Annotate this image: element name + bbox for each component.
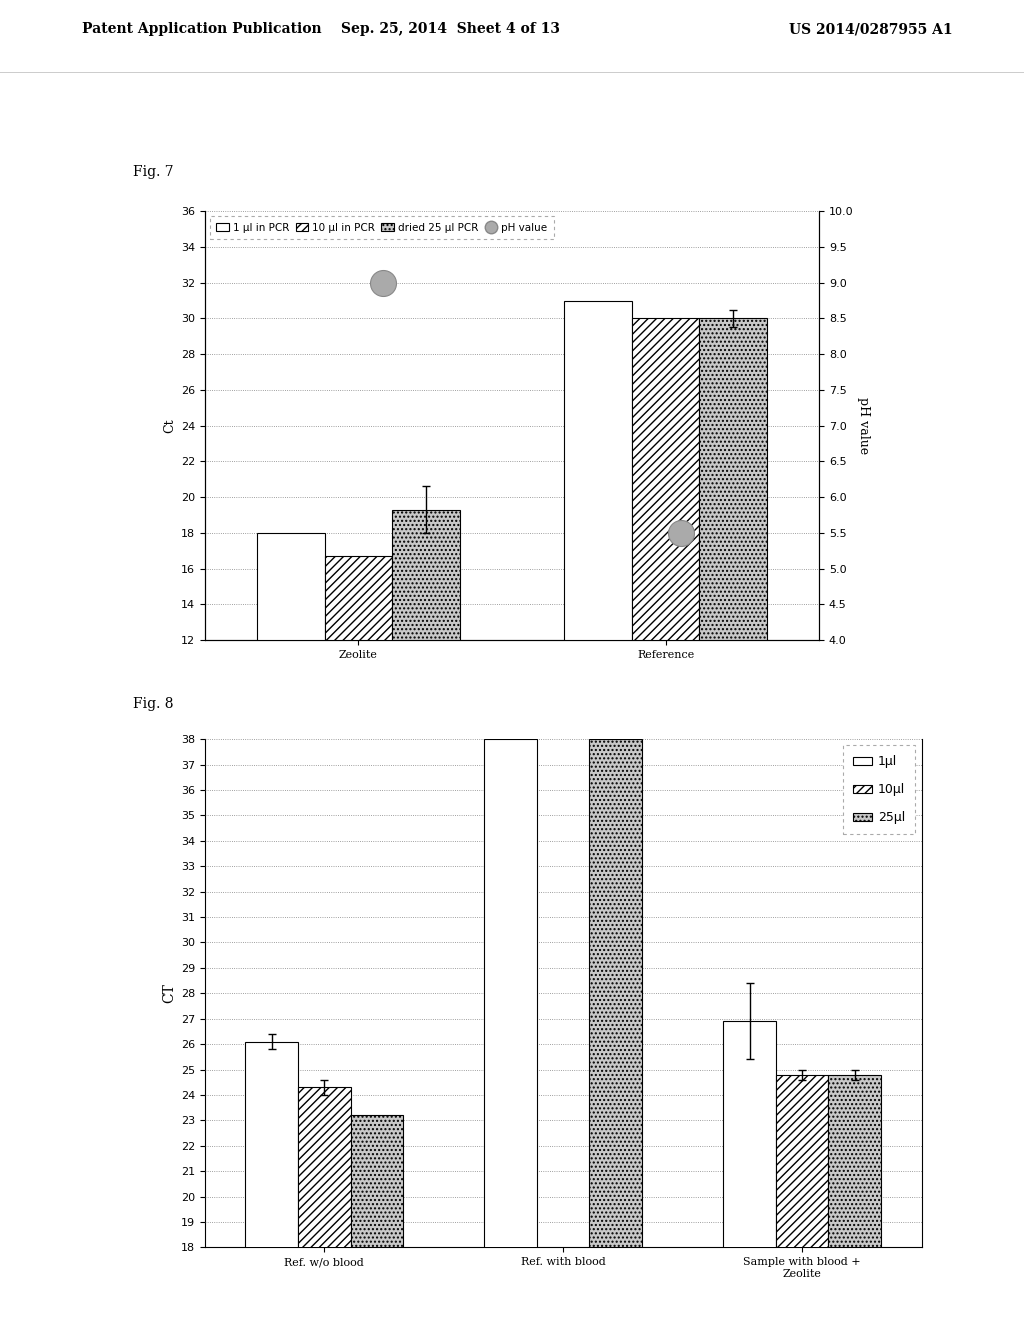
Legend: 1μl, 10μl, 25μl: 1μl, 10μl, 25μl xyxy=(843,746,915,834)
Text: US 2014/0287955 A1: US 2014/0287955 A1 xyxy=(788,22,952,36)
Bar xyxy=(246,1041,298,1320)
Text: Fig. 7: Fig. 7 xyxy=(133,165,174,178)
Y-axis label: CT: CT xyxy=(163,983,177,1003)
Text: Fig. 8: Fig. 8 xyxy=(133,697,174,710)
Bar xyxy=(564,301,632,855)
Bar xyxy=(590,739,642,1320)
Text: Sep. 25, 2014  Sheet 4 of 13: Sep. 25, 2014 Sheet 4 of 13 xyxy=(341,22,560,36)
Bar xyxy=(828,1074,881,1320)
Bar xyxy=(325,556,392,855)
Bar xyxy=(350,1115,403,1320)
Y-axis label: pH value: pH value xyxy=(857,397,870,454)
Bar xyxy=(257,533,325,855)
Text: Patent Application Publication: Patent Application Publication xyxy=(82,22,322,36)
Y-axis label: Ct: Ct xyxy=(164,418,177,433)
Bar xyxy=(632,318,699,855)
Point xyxy=(673,523,689,544)
Bar xyxy=(776,1074,828,1320)
Bar xyxy=(723,1022,776,1320)
Legend: 1 μl in PCR, 10 μl in PCR, dried 25 μl PCR, pH value: 1 μl in PCR, 10 μl in PCR, dried 25 μl P… xyxy=(210,216,554,239)
Bar xyxy=(298,1088,350,1320)
Bar xyxy=(699,318,767,855)
Bar xyxy=(392,510,460,855)
Point xyxy=(375,272,391,293)
Bar xyxy=(484,739,537,1320)
